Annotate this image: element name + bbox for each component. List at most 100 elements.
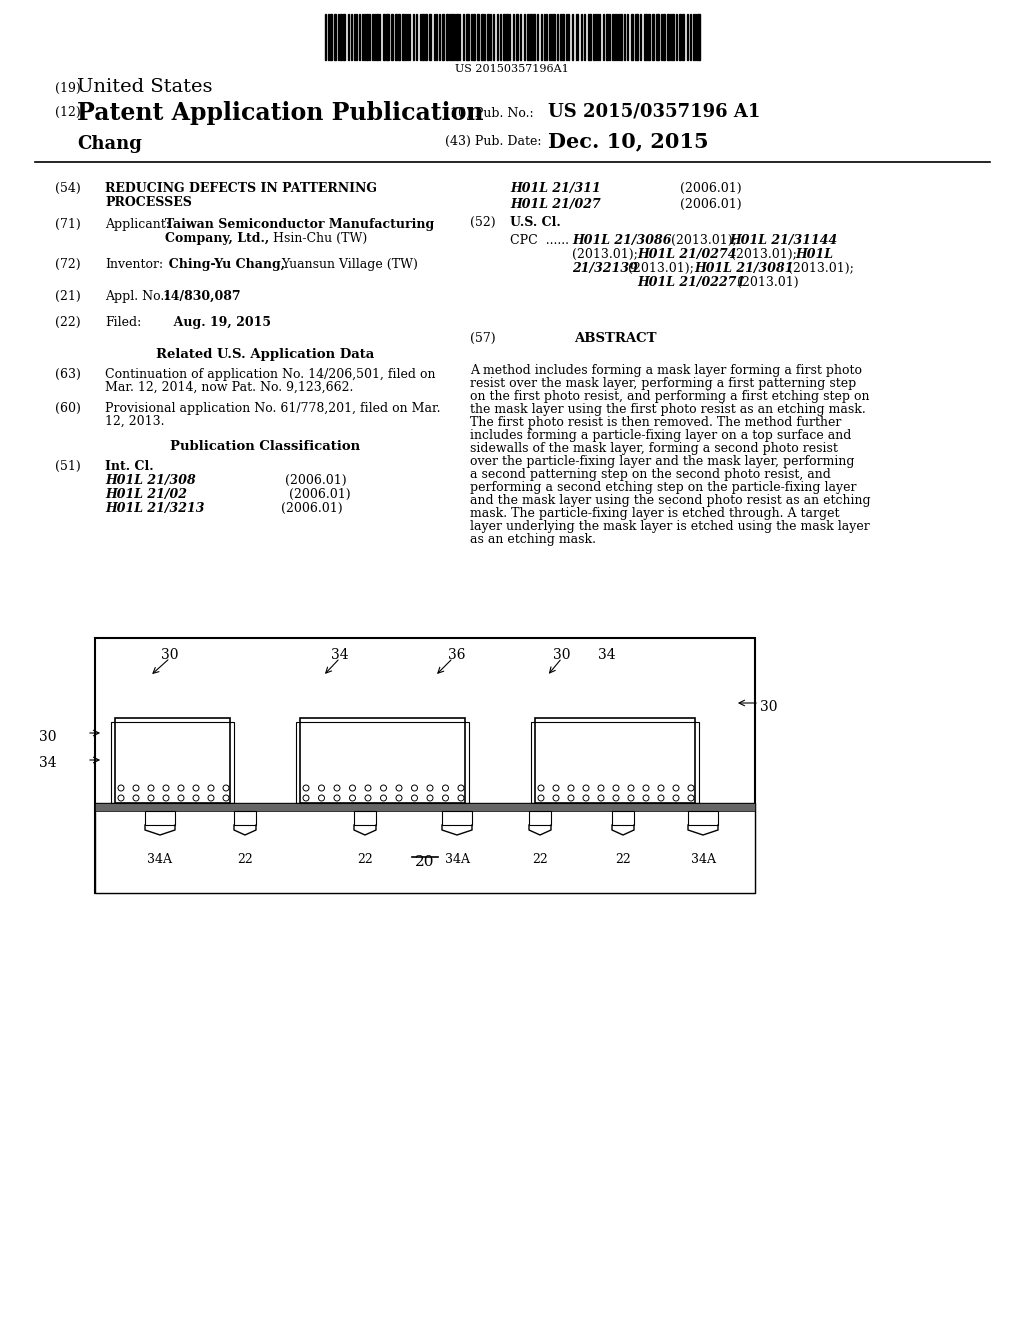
Bar: [402, 15, 404, 59]
Text: H01L: H01L: [795, 248, 833, 261]
Text: (2013.01);: (2013.01);: [667, 234, 741, 247]
Text: Yuansun Village (TW): Yuansun Village (TW): [278, 257, 418, 271]
Text: Appl. No.:: Appl. No.:: [105, 290, 168, 304]
Text: (12): (12): [55, 106, 81, 119]
Text: ABSTRACT: ABSTRACT: [573, 333, 656, 345]
Text: H01L 21/02271: H01L 21/02271: [637, 276, 745, 289]
Text: (72): (72): [55, 257, 81, 271]
Text: Continuation of application No. 14/206,501, filed on: Continuation of application No. 14/206,5…: [105, 368, 435, 381]
Text: Applicant:: Applicant:: [105, 218, 170, 231]
Text: 12, 2013.: 12, 2013.: [105, 414, 165, 428]
Bar: [343, 15, 345, 59]
Text: (54): (54): [55, 182, 81, 195]
Text: (10) Pub. No.:: (10) Pub. No.:: [445, 107, 534, 120]
Text: 20: 20: [416, 855, 435, 869]
Text: layer underlying the mask layer is etched using the mask layer: layer underlying the mask layer is etche…: [470, 520, 869, 533]
Text: (22): (22): [55, 315, 81, 329]
Bar: [487, 15, 489, 59]
Bar: [535, 718, 695, 803]
Bar: [672, 15, 674, 59]
Text: United States: United States: [77, 78, 213, 96]
Text: 22: 22: [615, 853, 631, 866]
Bar: [477, 15, 479, 59]
Text: CPC  ......: CPC ......: [510, 234, 569, 247]
Bar: [575, 15, 578, 59]
Text: (57): (57): [470, 333, 496, 345]
Text: Related U.S. Application Data: Related U.S. Application Data: [156, 348, 374, 360]
Text: H01L 21/308: H01L 21/308: [105, 474, 196, 487]
Text: (63): (63): [55, 368, 81, 381]
Bar: [506, 15, 508, 59]
Text: (60): (60): [55, 403, 81, 414]
Bar: [635, 15, 638, 59]
Bar: [95, 803, 755, 894]
Text: 14/830,087: 14/830,087: [163, 290, 242, 304]
Text: over the particle-fixing layer and the mask layer, performing: over the particle-fixing layer and the m…: [470, 455, 854, 469]
Bar: [530, 15, 532, 59]
Bar: [446, 15, 449, 59]
Bar: [429, 15, 431, 59]
Text: 22: 22: [532, 853, 548, 866]
Text: (2006.01): (2006.01): [245, 502, 343, 515]
Text: 34A: 34A: [690, 853, 716, 866]
Bar: [667, 15, 669, 59]
Text: PROCESSES: PROCESSES: [105, 195, 191, 209]
Bar: [422, 15, 424, 59]
Text: H01L 21/02: H01L 21/02: [105, 488, 187, 502]
Text: H01L 21/027: H01L 21/027: [510, 198, 601, 211]
Text: Inventor:: Inventor:: [105, 257, 163, 271]
Text: H01L 21/3213: H01L 21/3213: [105, 502, 205, 515]
Text: US 2015/0357196 A1: US 2015/0357196 A1: [548, 102, 761, 120]
Bar: [376, 15, 378, 59]
Bar: [354, 810, 376, 825]
Bar: [679, 15, 681, 59]
Text: a second patterning step on the second photo resist, and: a second patterning step on the second p…: [470, 469, 830, 480]
Text: the mask layer using the first photo resist as an etching mask.: the mask layer using the first photo res…: [470, 403, 865, 416]
Bar: [442, 15, 444, 59]
Bar: [588, 15, 591, 59]
Text: (2006.01): (2006.01): [640, 198, 741, 211]
Text: 34A: 34A: [147, 853, 172, 866]
Text: sidewalls of the mask layer, forming a second photo resist: sidewalls of the mask layer, forming a s…: [470, 442, 838, 455]
Text: 34: 34: [39, 756, 57, 770]
Bar: [631, 15, 633, 59]
Bar: [95, 803, 755, 810]
Text: 30: 30: [40, 730, 57, 744]
Bar: [644, 15, 647, 59]
Text: U.S. Cl.: U.S. Cl.: [510, 216, 561, 228]
Bar: [456, 15, 458, 59]
Bar: [534, 15, 535, 59]
Bar: [334, 15, 336, 59]
Text: on the first photo resist, and performing a first etching step on: on the first photo resist, and performin…: [470, 389, 869, 403]
Text: Taiwan Semiconductor Manufacturing: Taiwan Semiconductor Manufacturing: [165, 218, 434, 231]
Bar: [300, 718, 465, 803]
Bar: [529, 810, 551, 825]
Text: (2006.01): (2006.01): [245, 474, 347, 487]
Bar: [652, 15, 654, 59]
Text: US 20150357196A1: US 20150357196A1: [455, 63, 569, 74]
Text: 22: 22: [357, 853, 373, 866]
Text: Company, Ltd.,: Company, Ltd.,: [165, 232, 269, 246]
Bar: [111, 722, 234, 803]
Text: includes forming a particle-fixing layer on a top surface and: includes forming a particle-fixing layer…: [470, 429, 851, 442]
Bar: [95, 638, 755, 894]
Text: (19): (19): [55, 82, 81, 95]
Text: 34A: 34A: [444, 853, 469, 866]
Text: Publication Classification: Publication Classification: [170, 440, 360, 453]
Bar: [656, 15, 659, 59]
Text: 34: 34: [598, 648, 615, 663]
Bar: [386, 15, 389, 59]
Text: Hsin-Chu (TW): Hsin-Chu (TW): [269, 232, 368, 246]
Text: Mar. 12, 2014, now Pat. No. 9,123,662.: Mar. 12, 2014, now Pat. No. 9,123,662.: [105, 381, 353, 393]
Bar: [531, 722, 699, 803]
Text: (2006.01): (2006.01): [245, 488, 350, 502]
Bar: [366, 15, 368, 59]
Bar: [425, 15, 427, 59]
Text: (2013.01);: (2013.01);: [727, 248, 801, 261]
Text: H01L 21/31144: H01L 21/31144: [729, 234, 838, 247]
Text: 30: 30: [553, 648, 570, 663]
Text: Dec. 10, 2015: Dec. 10, 2015: [548, 131, 709, 150]
Text: (21): (21): [55, 290, 81, 304]
Text: (71): (71): [55, 218, 81, 231]
Text: (52): (52): [470, 216, 496, 228]
